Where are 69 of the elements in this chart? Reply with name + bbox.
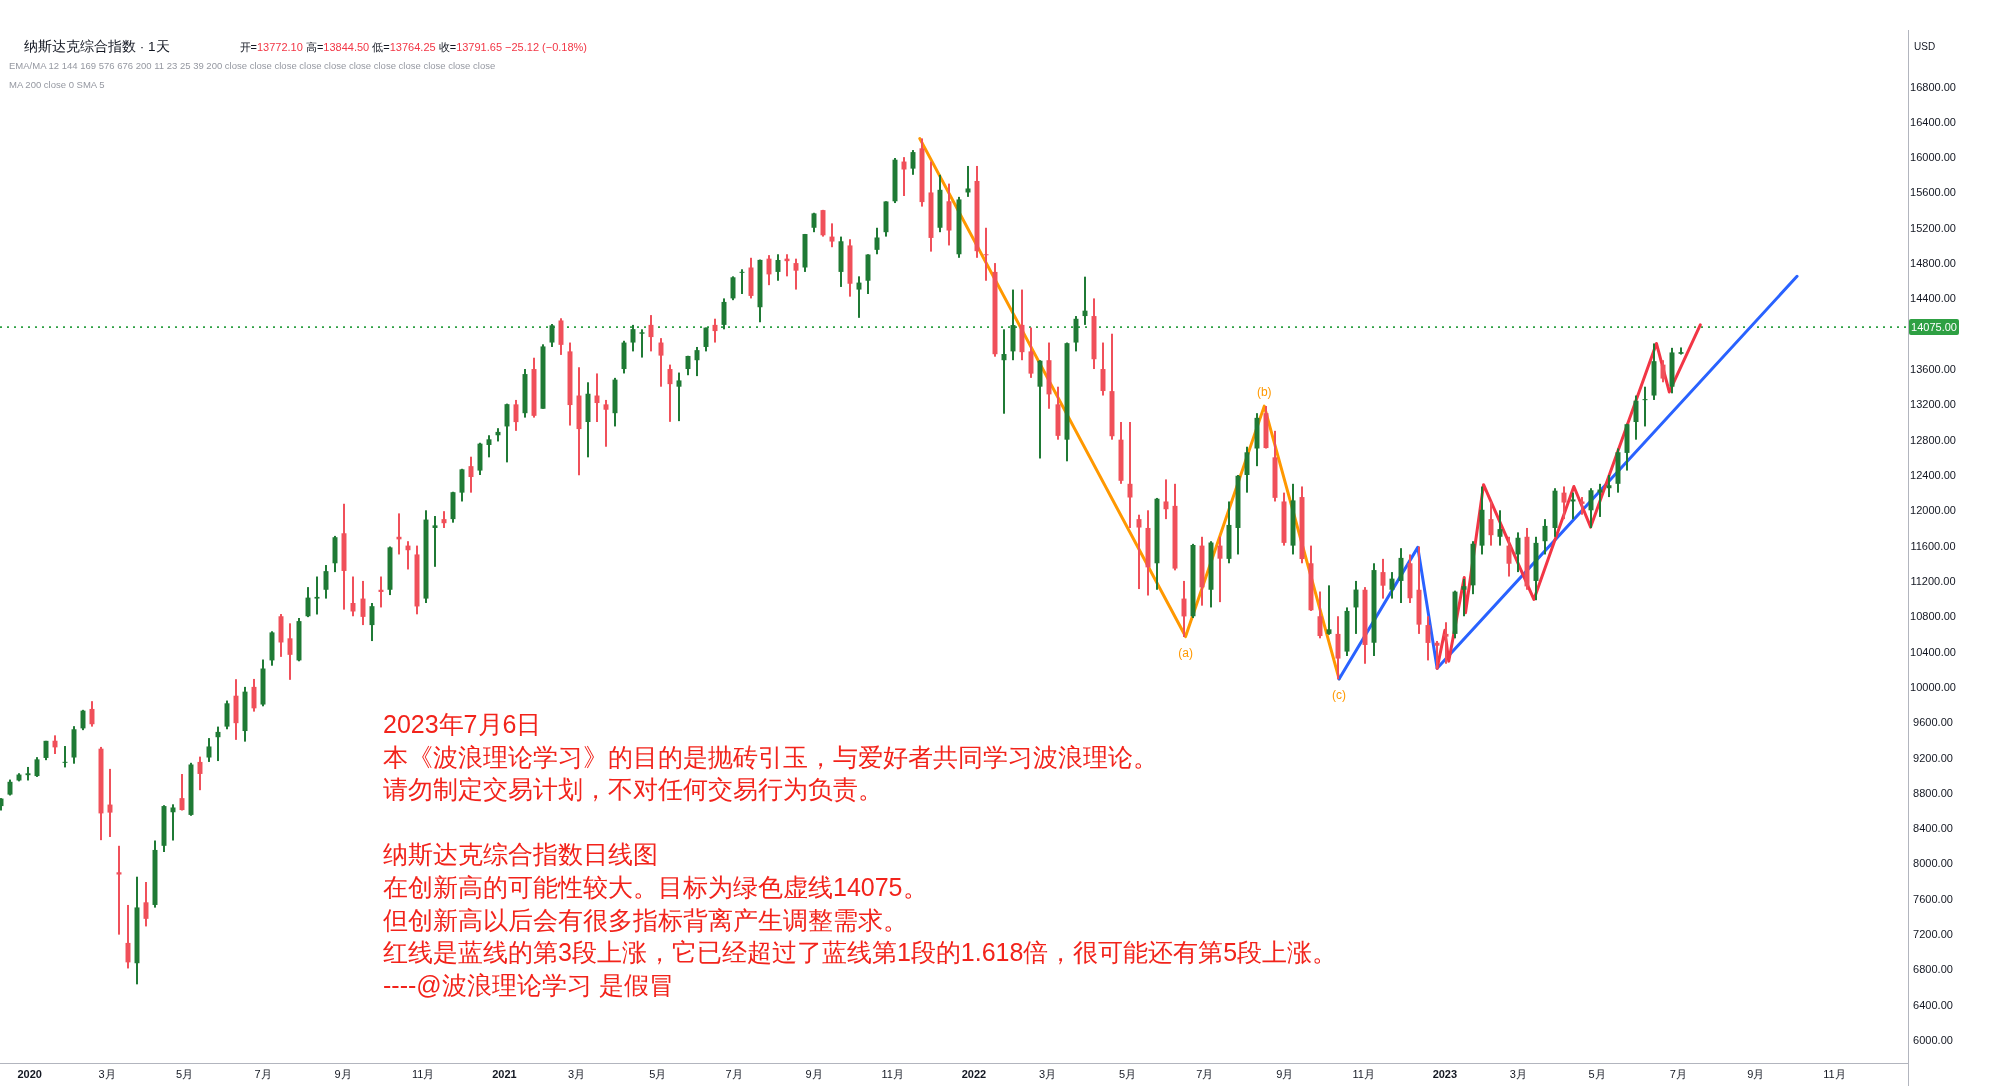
y-tick-label: 8000.00 — [1913, 857, 1953, 870]
annotation: EMA/MA 12 144 169 576 676 200 11 23 25 39 200 close close close close close close close close close close close — [9, 60, 496, 71]
y-tick-label: 16800.00 — [1910, 80, 1956, 93]
annotation: 在创新高的可能性较大。目标为绿色虚线14075。 — [383, 873, 928, 901]
y-tick-label: 9200.00 — [1913, 751, 1953, 764]
y-tick-label: 12400.00 — [1910, 468, 1956, 481]
text: 开=13772.10 高=13844.50 低=13764.25 收=13791.65 −25.12 (−0.18%) — [239, 41, 588, 53]
annotation: 本《波浪理论学习》的目的是抛砖引玉，与爱好者共同学习波浪理论。 — [383, 742, 1158, 771]
x-tick-label: 7月 — [725, 1068, 743, 1080]
text: USD — [1914, 41, 1936, 52]
x-tick-label: 7月 — [254, 1068, 272, 1080]
y-tick-label: 15200.00 — [1910, 221, 1956, 234]
y-tick-label: 10400.00 — [1910, 645, 1956, 658]
x-tick-label: 11月 — [1352, 1068, 1375, 1080]
annotation: (c) — [1332, 687, 1347, 702]
annotation: ----@波浪理论学习 是假冒 — [383, 970, 674, 999]
annotation: (a) — [1178, 645, 1193, 660]
y-tick-label: 11200.00 — [1910, 574, 1956, 587]
y-tick-label: 6800.00 — [1913, 963, 1953, 976]
y-tick-label: 7600.00 — [1913, 892, 1953, 905]
x-tick-label: 5月 — [1118, 1068, 1137, 1080]
x-tick-label: 11月 — [1823, 1068, 1846, 1080]
y-tick-label: 8800.00 — [1913, 786, 1953, 799]
x-tick-label: 9月 — [334, 1068, 352, 1080]
x-tick-label: 7月 — [1196, 1068, 1214, 1080]
annotation: (b) — [1256, 385, 1272, 400]
y-tick-label: 6000.00 — [1913, 1034, 1953, 1047]
x-tick-label: 5月 — [649, 1068, 667, 1080]
y-tick-label: 12000.00 — [1910, 504, 1956, 517]
x-tick-label: 2023 — [1432, 1068, 1458, 1080]
annotation: 但创新高以后会有很多指标背离产生调整需求。 — [383, 905, 908, 934]
x-tick-label: 9月 — [1276, 1068, 1294, 1080]
y-tick-label: 7200.00 — [1913, 928, 1953, 941]
y-tick-label: 10000.00 — [1910, 680, 1956, 693]
x-tick-label: 2020 — [17, 1068, 42, 1080]
y-tick-label: 15600.00 — [1910, 186, 1956, 199]
candlestick — [639, 329, 645, 358]
x-tick-label: 9月 — [805, 1068, 823, 1080]
y-tick-label: 13200.00 — [1910, 398, 1956, 411]
x-tick-label: 3月 — [98, 1068, 116, 1080]
x-tick-label: 3月 — [1509, 1068, 1527, 1080]
annotation: 2023年7月6日 — [383, 710, 542, 738]
x-tick-label: 3月 — [1038, 1068, 1057, 1080]
y-tick-label: 16000.00 — [1910, 151, 1956, 164]
y-tick-label: 12800.00 — [1910, 433, 1956, 446]
y-tick-label: 8400.00 — [1913, 822, 1953, 835]
y-tick-label: 11600.00 — [1910, 539, 1956, 552]
x-tick-label: 5月 — [175, 1068, 194, 1080]
annotation: 请勿制定交易计划，不对任何交易行为负责。 — [383, 775, 883, 804]
x-tick-label: 3月 — [568, 1068, 586, 1080]
annotation: 纳斯达克综合指数日线图 — [383, 840, 658, 869]
y-tick-label: 16400.00 — [1910, 115, 1956, 128]
x-tick-label: 2022 — [961, 1068, 987, 1080]
y-tick-label: 9600.00 — [1913, 716, 1953, 729]
x-tick-label: 9月 — [1747, 1068, 1765, 1080]
x-tick-label: 11月 — [881, 1068, 904, 1080]
y-tick-label: 14400.00 — [1910, 292, 1956, 305]
y-tick-label: 13600.00 — [1910, 363, 1956, 376]
y-tick-label: 10800.00 — [1910, 610, 1956, 623]
y-tick-label: 14800.00 — [1910, 257, 1956, 270]
ref-line-label: 14075.00 — [1911, 321, 1957, 334]
annotation: 红线是蓝线的第3段上涨，它已经超过了蓝线第1段的1.618倍，很可能还有第5段上涨。 — [383, 938, 1338, 967]
annotation: MA 200 close 0 SMA 5 — [9, 79, 105, 90]
y-tick-label: 6400.00 — [1913, 998, 1953, 1011]
x-tick-label: 2021 — [492, 1068, 517, 1080]
x-tick-label: 11月 — [411, 1068, 435, 1080]
text: 纳斯达克综合指数 · 1天 — [24, 39, 170, 54]
x-tick-label: 5月 — [1588, 1068, 1606, 1080]
x-tick-label: 7月 — [1669, 1068, 1687, 1080]
